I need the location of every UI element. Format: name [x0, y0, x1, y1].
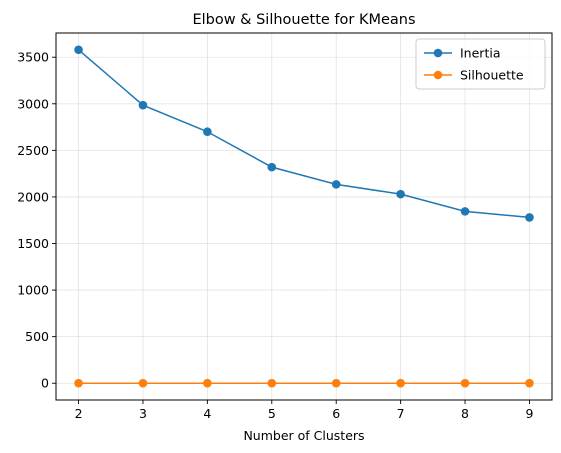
x-tick-label: 3 [139, 406, 147, 421]
legend-item-silhouette: Silhouette [424, 68, 524, 83]
y-tick-label: 3000 [17, 96, 49, 111]
axes: 2 3 4 5 6 7 8 9 0 500 1000 1500 2000 2500 3000 3500 [17, 50, 533, 421]
inertia-point [525, 213, 534, 222]
legend: Inertia Silhouette [415, 38, 546, 90]
silhouette-point [525, 378, 534, 388]
y-tick-label: 2000 [17, 189, 49, 204]
inertia-point [203, 127, 212, 137]
chart-title: Elbow & Silhouette for KMeans [192, 12, 415, 28]
silhouette-point [74, 378, 83, 388]
series-silhouette [74, 378, 534, 388]
silhouette-point [331, 378, 341, 388]
y-tick-label: 0 [41, 376, 49, 391]
x-tick-label: 8 [461, 406, 469, 421]
silhouette-point [460, 378, 470, 388]
legend-marker [433, 70, 443, 80]
inertia-point [267, 162, 277, 172]
legend-label: Inertia [460, 46, 500, 61]
inertia-point [74, 45, 83, 55]
inertia-point [460, 207, 470, 216]
y-tick-label: 2500 [17, 143, 49, 158]
y-tick-label: 1000 [17, 283, 49, 298]
x-tick-label: 6 [332, 406, 340, 421]
inertia-point [138, 100, 148, 110]
legend-item-inertia: Inertia [424, 46, 500, 61]
silhouette-point [138, 378, 148, 388]
x-tick-label: 7 [397, 406, 405, 421]
x-tick-label: 4 [203, 406, 211, 421]
series-inertia [74, 45, 534, 222]
legend-marker [433, 48, 443, 58]
legend-label: Silhouette [460, 68, 524, 83]
y-tick-label: 3500 [17, 50, 49, 65]
legend-box [415, 38, 546, 90]
inertia-point [331, 180, 341, 189]
plot-frame [55, 32, 553, 401]
x-tick-label: 5 [268, 406, 276, 421]
silhouette-point [396, 378, 405, 388]
x-tick-label: 9 [525, 406, 533, 421]
x-axis-label: Number of Clusters [243, 428, 364, 443]
y-tick-label: 1500 [17, 236, 49, 251]
x-tick-label: 2 [75, 406, 83, 421]
y-tick-label: 500 [25, 329, 49, 344]
silhouette-point [203, 378, 212, 388]
inertia-point [396, 189, 405, 199]
inertia-line [78, 49, 530, 219]
series-layer [74, 45, 534, 388]
silhouette-point [267, 378, 277, 388]
